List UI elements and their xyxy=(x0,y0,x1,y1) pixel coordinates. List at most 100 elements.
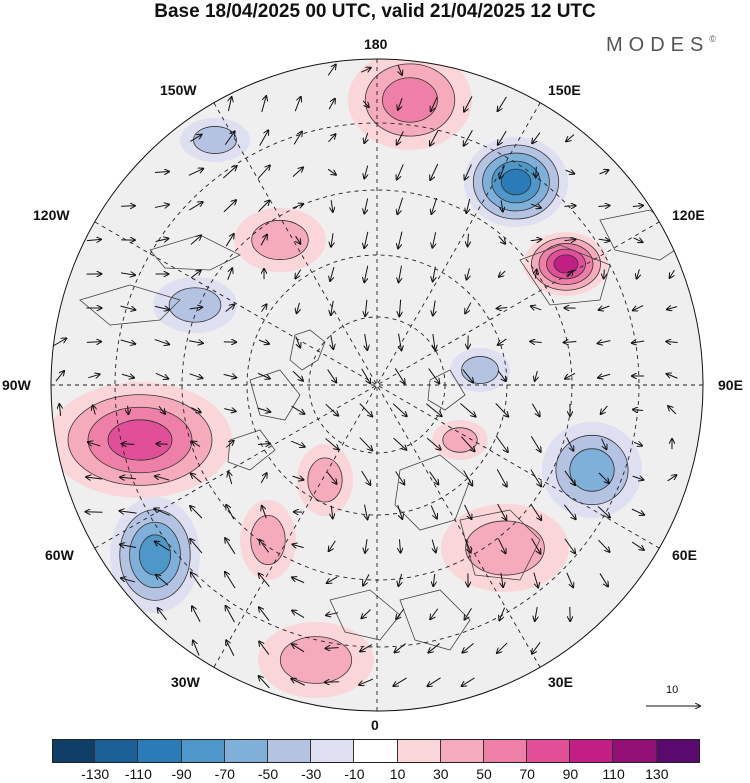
wind-arrow xyxy=(122,444,135,445)
colorbar-tick-label: 90 xyxy=(562,766,579,782)
wind-arrow xyxy=(397,164,404,179)
wind-arrow xyxy=(331,233,333,246)
wind-arrow xyxy=(666,341,678,342)
wind-arrow xyxy=(431,96,438,111)
map-title: Base 18/04/2025 00 UTC, valid 21/04/2025… xyxy=(154,1,596,22)
wind-arrow xyxy=(257,444,270,445)
anomaly-contour xyxy=(279,636,353,684)
wind-arrow xyxy=(530,469,541,487)
wind-arrow xyxy=(259,573,270,587)
wind-arrow xyxy=(426,403,441,416)
wind-arrow xyxy=(431,197,438,214)
colorbar-swatch xyxy=(224,739,268,763)
wind-arrow xyxy=(462,642,474,652)
wind-arrow xyxy=(359,403,372,416)
colorbar-swatch xyxy=(527,739,571,763)
wind-arrow xyxy=(120,477,136,479)
wind-arrow xyxy=(530,341,542,342)
wind-arrow xyxy=(292,610,305,618)
colorbar-swatch xyxy=(397,739,441,763)
wind-arrow xyxy=(154,306,169,309)
wind-arrow xyxy=(291,440,304,447)
wind-arrow xyxy=(259,641,270,655)
lon-label-60e: 60E xyxy=(672,547,697,563)
wind-arrow xyxy=(565,372,576,378)
wind-arrow xyxy=(193,641,200,656)
wind-arrow xyxy=(226,640,235,656)
wind-arrow xyxy=(365,299,367,316)
colorbar-tick-label: -10 xyxy=(344,766,365,782)
wind-arrow xyxy=(154,339,169,345)
wind-arrow xyxy=(535,606,537,621)
wind-arrow xyxy=(495,403,509,416)
wind-arrow xyxy=(464,504,472,519)
wind-vectors xyxy=(53,65,678,689)
wind-arrow xyxy=(399,265,402,283)
wind-arrow xyxy=(327,65,336,76)
wind-arrow xyxy=(564,239,575,240)
wind-arrow xyxy=(668,406,677,415)
lon-label-30w: 30W xyxy=(171,674,200,690)
wind-arrow xyxy=(291,679,305,686)
wind-arrow xyxy=(564,470,575,485)
wind-arrow xyxy=(500,165,505,179)
wind-arrow xyxy=(223,200,236,213)
wind-arrow xyxy=(86,512,103,513)
wind-arrow xyxy=(531,538,541,553)
wind-arrow xyxy=(192,606,201,622)
anomaly-contour xyxy=(107,419,173,461)
wind-arrow xyxy=(430,130,439,145)
wind-arrow xyxy=(464,96,473,111)
wind-arrow xyxy=(120,273,135,275)
wind-arrow xyxy=(292,370,303,381)
wind-arrow xyxy=(257,165,270,179)
wind-arrow xyxy=(466,198,469,213)
lon-label-120w: 120W xyxy=(33,207,70,223)
wind-arrow xyxy=(156,575,169,586)
wind-arrow xyxy=(566,271,573,278)
wind-arrow xyxy=(501,572,503,587)
wind-arrow xyxy=(433,266,436,282)
map-border xyxy=(50,58,704,712)
wind-arrow xyxy=(532,642,541,653)
wind-arrow xyxy=(430,163,439,180)
wind-arrow xyxy=(396,608,405,619)
wind-arrow xyxy=(497,538,505,554)
wind-arrow xyxy=(325,403,339,415)
wind-arrow xyxy=(226,505,235,520)
wind-arrow xyxy=(119,511,137,513)
wind-arrow xyxy=(465,302,472,314)
wind-arrow xyxy=(394,643,406,653)
wind-arrow xyxy=(293,132,302,145)
wind-arrow xyxy=(398,573,401,586)
colorbar-tick-label: 10 xyxy=(389,766,406,782)
wind-arrow xyxy=(330,266,335,281)
wind-arrow xyxy=(566,572,573,588)
wind-arrow xyxy=(462,369,473,382)
wind-arrow xyxy=(599,573,608,587)
wind-arrow xyxy=(328,99,335,110)
colorbar-tick-label: 30 xyxy=(433,766,449,782)
wind-arrow xyxy=(359,678,374,685)
wind-arrow xyxy=(359,437,372,451)
wind-arrow xyxy=(120,305,136,310)
wind-arrow xyxy=(530,204,541,208)
wind-arrow xyxy=(226,606,235,623)
wind-arrow xyxy=(364,504,367,520)
wind-arrow xyxy=(564,342,577,343)
lon-label-60w: 60W xyxy=(45,547,74,563)
wind-arrow xyxy=(670,269,675,278)
wind-arrow xyxy=(224,409,236,412)
wind-arrow xyxy=(329,540,336,551)
wind-arrow xyxy=(331,505,332,519)
wind-arrow xyxy=(155,541,170,551)
wind-arrow xyxy=(292,644,305,653)
wind-arrow xyxy=(631,508,644,515)
wind-arrow xyxy=(331,334,334,349)
wind-arrow xyxy=(530,239,542,240)
wind-arrow xyxy=(325,648,339,649)
wind-arrow xyxy=(566,437,574,450)
wind-arrow xyxy=(498,235,506,243)
wind-arrow xyxy=(294,97,301,112)
wind-arrow xyxy=(633,305,644,311)
